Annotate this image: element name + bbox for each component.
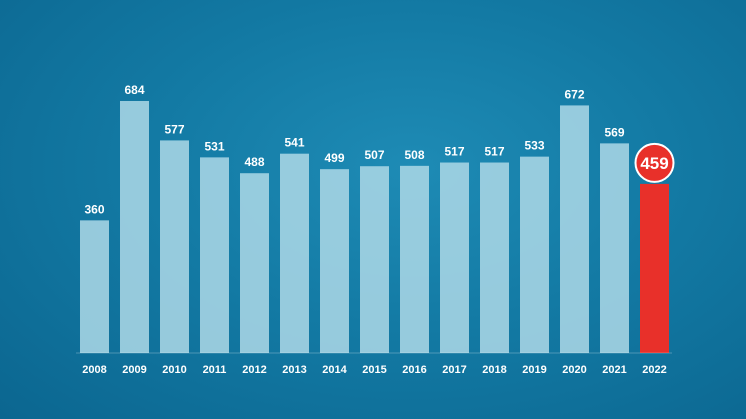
- bar-value-label: 360: [84, 202, 104, 216]
- x-tick-label: 2015: [362, 364, 386, 376]
- x-tick-label: 2010: [162, 364, 186, 376]
- bar-value-label: 517: [484, 145, 504, 159]
- bar: [160, 140, 189, 353]
- bar: [320, 169, 349, 353]
- x-tick-label: 2008: [82, 364, 106, 376]
- x-tick-label: 2014: [322, 364, 347, 376]
- bar-value-label: 508: [404, 148, 424, 162]
- x-tick-label: 2018: [482, 364, 506, 376]
- bar-value-label: 517: [444, 145, 464, 159]
- bar-value-label: 577: [164, 122, 184, 136]
- bar: [560, 105, 589, 353]
- bar-value-label: 684: [124, 83, 144, 97]
- bar: [280, 153, 309, 353]
- bar-value-label: 569: [604, 125, 624, 139]
- x-tick-label: 2016: [402, 364, 426, 376]
- bar-value-label: 533: [524, 139, 544, 153]
- bar: [360, 166, 389, 353]
- bar: [400, 165, 429, 353]
- bar-value-label: 531: [204, 139, 224, 153]
- bar: [240, 173, 269, 353]
- bar-value-label: 541: [284, 136, 304, 150]
- bar-highlight: [640, 183, 669, 353]
- bar-value-label: 507: [364, 148, 384, 162]
- x-tick-label: 2020: [562, 364, 586, 376]
- bar: [480, 162, 509, 353]
- bar: [600, 143, 629, 353]
- x-tick-label: 2019: [522, 364, 546, 376]
- x-tick-label: 2013: [282, 364, 306, 376]
- x-tick-label: 2011: [203, 364, 227, 376]
- bar-value-label: 672: [564, 87, 584, 101]
- bars-group: 360 684 577 531 488 541 499 507 508 517 517 533 672 5…: [80, 83, 675, 353]
- x-tick-label: 2017: [442, 364, 466, 376]
- bar: [200, 157, 229, 353]
- x-tick-label: 2021: [602, 364, 626, 376]
- bar-value-label: 488: [244, 155, 264, 169]
- bar: [440, 162, 469, 353]
- bar-value-label: 499: [324, 151, 344, 165]
- bar: [80, 220, 109, 353]
- bar: [120, 101, 149, 353]
- x-tick-labels: 2008 2009 2010 2011 2012 2013 2014 2015 2016 2017…: [82, 364, 666, 376]
- bar: [520, 156, 549, 353]
- highlight-value-badge: [634, 142, 675, 183]
- x-tick-label: 2012: [242, 364, 266, 376]
- x-tick-label: 2022: [642, 364, 666, 376]
- x-tick-label: 2009: [122, 364, 146, 376]
- bar-value-label: 459: [640, 154, 668, 173]
